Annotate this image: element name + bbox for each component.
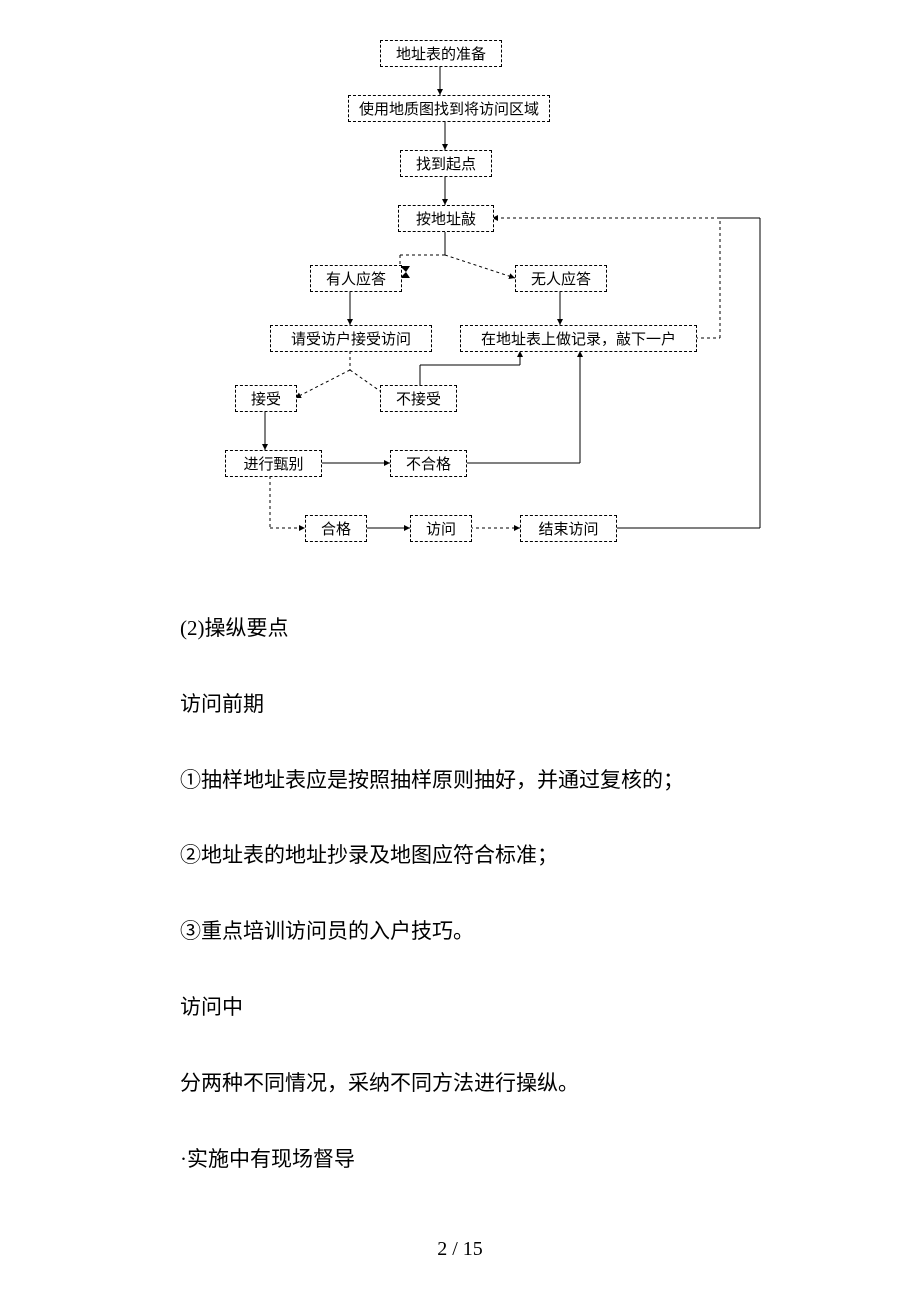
node-label: 结束访问	[538, 522, 598, 538]
node-n1: 地址表的准备	[380, 40, 502, 67]
node-n14: 访问	[410, 515, 472, 542]
node-label: 进行甄别	[243, 457, 303, 473]
node-n15: 结束访问	[520, 515, 617, 542]
node-n3: 找到起点	[400, 150, 492, 177]
page: 地址表的准备 使用地质图找到将访问区域 找到起点 按地址敲 有人应答 无人应答 …	[0, 0, 920, 1301]
node-label: 不合格	[406, 457, 451, 473]
node-label: 在地址表上做记录，敲下一户	[481, 332, 676, 348]
node-n13: 合格	[305, 515, 367, 542]
node-label: 有人应答	[326, 272, 386, 288]
node-n11: 进行甄别	[225, 450, 322, 477]
node-label: 使用地质图找到将访问区域	[359, 102, 539, 118]
para-item-1: ①抽样地址表应是按照抽样原则抽好，并通过复核的；	[180, 762, 740, 800]
node-n6: 无人应答	[515, 265, 607, 292]
node-n9: 接受	[235, 385, 297, 412]
body-text: (2)操纵要点 访问前期 ①抽样地址表应是按照抽样原则抽好，并通过复核的； ②地…	[180, 610, 740, 1178]
node-n8: 在地址表上做记录，敲下一户	[460, 325, 697, 352]
node-n4: 按地址敲	[398, 205, 494, 232]
page-sep: /	[447, 1238, 463, 1260]
node-n2: 使用地质图找到将访问区域	[348, 95, 550, 122]
node-n12: 不合格	[390, 450, 467, 477]
node-n5: 有人应答	[310, 265, 402, 292]
node-label: 请受访户接受访问	[291, 332, 411, 348]
page-total: 15	[463, 1238, 483, 1260]
para-during: 访问中	[180, 989, 740, 1027]
node-label: 找到起点	[416, 157, 476, 173]
node-label: 合格	[321, 522, 351, 538]
page-current: 2	[437, 1238, 447, 1260]
node-n10: 不接受	[380, 385, 457, 412]
para-pre-visit: 访问前期	[180, 686, 740, 724]
para-item-3: ③重点培训访问员的入户技巧。	[180, 913, 740, 951]
node-label: 接受	[251, 392, 281, 408]
para-item-2: ②地址表的地址抄录及地图应符合标准；	[180, 837, 740, 875]
flowchart: 地址表的准备 使用地质图找到将访问区域 找到起点 按地址敲 有人应答 无人应答 …	[120, 40, 800, 580]
node-label: 地址表的准备	[396, 47, 486, 63]
para-bullet: ·实施中有现场督导	[180, 1141, 740, 1179]
node-label: 不接受	[396, 392, 441, 408]
page-number: 2 / 15	[0, 1238, 920, 1261]
node-label: 访问	[426, 522, 456, 538]
node-label: 无人应答	[531, 272, 591, 288]
para-two-cases: 分两种不同情况，采纳不同方法进行操纵。	[180, 1065, 740, 1103]
node-n7: 请受访户接受访问	[270, 325, 432, 352]
node-label: 按地址敲	[416, 212, 476, 228]
para-2-heading: (2)操纵要点	[180, 610, 740, 648]
